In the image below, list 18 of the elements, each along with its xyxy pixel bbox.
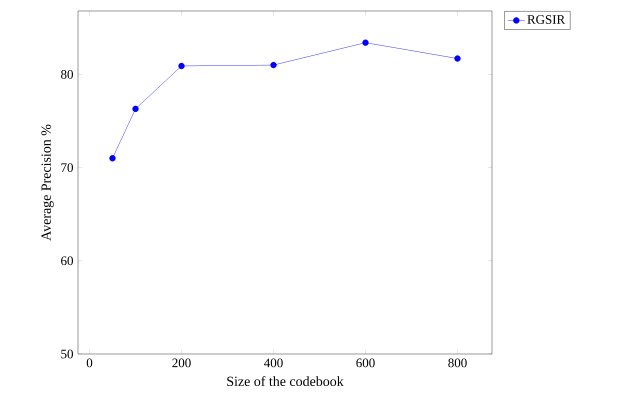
y-tick-label: 50 xyxy=(61,350,73,358)
point xyxy=(454,55,461,62)
point xyxy=(270,62,277,68)
point xyxy=(109,155,116,162)
x-tick-label: 200 xyxy=(172,358,191,368)
point xyxy=(362,39,369,46)
y-axis-title: Average Precision % xyxy=(41,124,54,241)
x-tick-label: 800 xyxy=(448,358,467,368)
x-axis-title: Size of the codebook xyxy=(227,376,344,386)
point xyxy=(178,62,185,70)
y-tick-label: 60 xyxy=(61,256,73,266)
legend-label: RGSIR xyxy=(527,15,566,24)
y-tick-label: 80 xyxy=(61,70,73,79)
point xyxy=(132,106,139,112)
x-tick-label: 600 xyxy=(356,358,375,368)
y-tick-label: 70 xyxy=(61,163,73,172)
x-tick-label: 0 xyxy=(86,358,92,368)
x-tick-label: 400 xyxy=(264,358,283,368)
